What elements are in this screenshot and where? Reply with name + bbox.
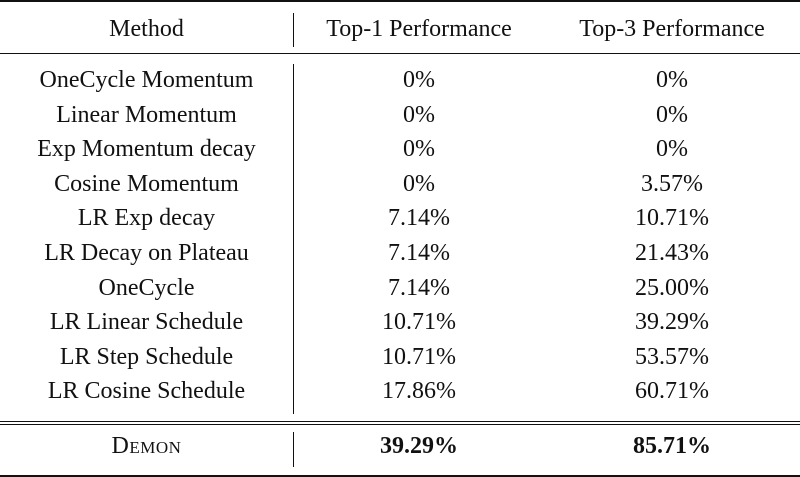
bottom-rule <box>0 475 800 477</box>
column-divider <box>293 432 294 467</box>
top1-cell: 7.14% <box>388 205 450 231</box>
top1-cell: 17.86% <box>382 378 456 404</box>
top1-cell: 7.14% <box>388 240 450 266</box>
method-cell: LR Step Schedule <box>59 344 234 370</box>
top1-cell: 0% <box>403 171 435 197</box>
method-cell: Linear Momentum <box>56 102 237 128</box>
header-rule <box>0 53 800 54</box>
method-cell: LR Decay on Plateau <box>44 240 249 266</box>
double-rule-lower <box>0 424 800 425</box>
top3-cell: 3.57% <box>641 171 703 197</box>
top1-cell: 0% <box>403 102 435 128</box>
top1-cell: 0% <box>403 136 435 162</box>
top3-cell: 10.71% <box>635 205 709 231</box>
top1-cell: 10.71% <box>382 344 456 370</box>
highlight-top1: 39.29% <box>380 433 458 459</box>
header-top1: Top-1 Performance <box>326 16 512 42</box>
top3-cell: 53.57% <box>635 344 709 370</box>
method-cell: Exp Momentum decay <box>37 136 256 162</box>
method-cell: LR Exp decay <box>77 205 216 231</box>
highlight-method: Demon <box>111 433 182 459</box>
top3-cell: 39.29% <box>635 309 709 335</box>
highlight-top3: 85.71% <box>633 433 711 459</box>
double-rule-upper <box>0 421 800 422</box>
top3-cell: 60.71% <box>635 378 709 404</box>
column-divider <box>293 64 294 414</box>
top1-cell: 7.14% <box>388 275 450 301</box>
column-divider <box>293 13 294 47</box>
top3-cell: 0% <box>656 136 688 162</box>
top3-cell: 0% <box>656 67 688 93</box>
top1-cell: 0% <box>403 67 435 93</box>
top-rule <box>0 0 800 2</box>
top1-cell: 10.71% <box>382 309 456 335</box>
top3-cell: 21.43% <box>635 240 709 266</box>
method-cell: OneCycle <box>98 275 195 301</box>
method-cell: LR Linear Schedule <box>49 309 244 335</box>
header-method: Method <box>109 16 184 42</box>
method-cell: LR Cosine Schedule <box>47 378 246 404</box>
method-cell: OneCycle Momentum <box>39 67 254 93</box>
top3-cell: 25.00% <box>635 275 709 301</box>
header-top3: Top-3 Performance <box>579 16 765 42</box>
method-cell: Cosine Momentum <box>54 171 239 197</box>
top3-cell: 0% <box>656 102 688 128</box>
